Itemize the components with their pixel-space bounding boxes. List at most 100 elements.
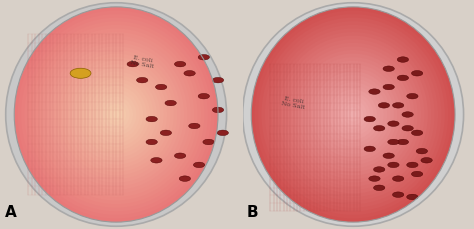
Ellipse shape bbox=[255, 11, 452, 218]
Circle shape bbox=[165, 100, 176, 106]
Ellipse shape bbox=[336, 97, 370, 132]
Text: E. coli
No Salt: E. coli No Salt bbox=[281, 96, 307, 110]
Ellipse shape bbox=[289, 46, 418, 183]
Circle shape bbox=[388, 121, 399, 126]
Ellipse shape bbox=[82, 79, 150, 150]
Ellipse shape bbox=[24, 18, 208, 211]
Circle shape bbox=[392, 176, 404, 181]
Circle shape bbox=[184, 71, 195, 76]
Ellipse shape bbox=[69, 64, 164, 165]
Ellipse shape bbox=[251, 7, 455, 222]
Ellipse shape bbox=[326, 86, 380, 143]
Ellipse shape bbox=[316, 75, 391, 154]
Circle shape bbox=[369, 176, 380, 181]
Ellipse shape bbox=[265, 21, 441, 208]
Ellipse shape bbox=[65, 61, 167, 168]
Circle shape bbox=[374, 125, 385, 131]
Circle shape bbox=[174, 61, 186, 67]
Circle shape bbox=[364, 146, 375, 152]
Ellipse shape bbox=[258, 14, 448, 215]
Circle shape bbox=[146, 116, 157, 122]
Ellipse shape bbox=[58, 54, 174, 175]
Circle shape bbox=[388, 162, 399, 168]
Circle shape bbox=[212, 107, 224, 113]
Ellipse shape bbox=[275, 32, 431, 197]
Ellipse shape bbox=[299, 57, 408, 172]
Circle shape bbox=[155, 84, 167, 90]
Text: A: A bbox=[5, 205, 17, 220]
Ellipse shape bbox=[6, 3, 227, 226]
Ellipse shape bbox=[79, 75, 154, 154]
Ellipse shape bbox=[322, 82, 383, 147]
Circle shape bbox=[397, 75, 409, 81]
Circle shape bbox=[160, 130, 172, 136]
Circle shape bbox=[179, 176, 191, 181]
Text: E. coli
No Salt: E. coli No Salt bbox=[129, 55, 155, 69]
Circle shape bbox=[198, 93, 210, 99]
Ellipse shape bbox=[343, 104, 363, 125]
Ellipse shape bbox=[292, 50, 414, 179]
Circle shape bbox=[407, 194, 418, 200]
Circle shape bbox=[402, 125, 413, 131]
Circle shape bbox=[407, 93, 418, 99]
Circle shape bbox=[388, 139, 399, 145]
Ellipse shape bbox=[18, 11, 215, 218]
Circle shape bbox=[203, 139, 214, 145]
Ellipse shape bbox=[38, 32, 194, 197]
Circle shape bbox=[407, 162, 418, 168]
Circle shape bbox=[127, 61, 138, 67]
Ellipse shape bbox=[106, 104, 126, 125]
Circle shape bbox=[392, 103, 404, 108]
Ellipse shape bbox=[52, 46, 181, 183]
Ellipse shape bbox=[262, 18, 445, 211]
Ellipse shape bbox=[14, 7, 218, 222]
Circle shape bbox=[146, 139, 157, 145]
Ellipse shape bbox=[302, 61, 404, 168]
Circle shape bbox=[374, 185, 385, 191]
Ellipse shape bbox=[45, 39, 187, 190]
Circle shape bbox=[369, 89, 380, 94]
Circle shape bbox=[217, 130, 228, 136]
Ellipse shape bbox=[285, 43, 421, 186]
Circle shape bbox=[421, 158, 432, 163]
Text: B: B bbox=[246, 205, 258, 220]
Circle shape bbox=[189, 123, 200, 129]
Circle shape bbox=[402, 112, 413, 117]
Ellipse shape bbox=[102, 100, 130, 129]
Ellipse shape bbox=[282, 39, 424, 190]
Ellipse shape bbox=[272, 28, 435, 201]
Circle shape bbox=[212, 77, 224, 83]
Ellipse shape bbox=[329, 89, 377, 140]
Ellipse shape bbox=[99, 97, 133, 132]
Circle shape bbox=[383, 66, 394, 71]
Circle shape bbox=[137, 77, 148, 83]
Ellipse shape bbox=[350, 111, 356, 118]
Circle shape bbox=[392, 192, 404, 197]
Ellipse shape bbox=[21, 14, 211, 215]
Ellipse shape bbox=[72, 68, 160, 161]
Ellipse shape bbox=[309, 68, 397, 161]
Bar bbox=[231, 0, 243, 229]
Ellipse shape bbox=[295, 54, 411, 175]
Ellipse shape bbox=[62, 57, 171, 172]
Ellipse shape bbox=[319, 79, 387, 150]
Circle shape bbox=[198, 55, 210, 60]
Circle shape bbox=[397, 57, 409, 62]
Ellipse shape bbox=[278, 35, 428, 194]
Circle shape bbox=[151, 158, 162, 163]
Circle shape bbox=[374, 167, 385, 172]
Ellipse shape bbox=[312, 71, 394, 158]
Circle shape bbox=[193, 162, 205, 168]
Circle shape bbox=[411, 171, 423, 177]
Ellipse shape bbox=[28, 21, 204, 208]
Circle shape bbox=[411, 130, 423, 136]
Circle shape bbox=[411, 71, 423, 76]
Ellipse shape bbox=[41, 35, 191, 194]
Ellipse shape bbox=[333, 93, 374, 136]
Circle shape bbox=[174, 153, 186, 158]
Circle shape bbox=[397, 139, 409, 145]
Ellipse shape bbox=[85, 82, 147, 147]
Ellipse shape bbox=[96, 93, 137, 136]
Ellipse shape bbox=[35, 28, 198, 201]
Ellipse shape bbox=[55, 50, 177, 179]
